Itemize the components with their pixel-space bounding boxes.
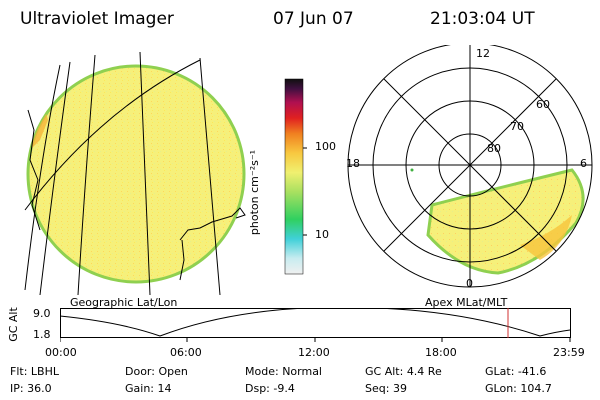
latitude-line (24, 59, 201, 211)
info-gain: Gain: 14 (125, 382, 172, 395)
xtick-1800: 18:00 (425, 346, 457, 359)
time-label: 21:03:04 UT (430, 9, 535, 29)
xtick-0000: 00:00 (45, 346, 77, 359)
info-filter: Flt: LBHL (10, 365, 59, 378)
instrument-title: Ultraviolet Imager (20, 9, 174, 29)
coastline-east (179, 207, 246, 241)
info-glat: GLat: -41.6 (485, 365, 547, 378)
longitude-grid (24, 51, 221, 295)
colorbar-tick-100: 100 (315, 140, 336, 153)
coastline-south (179, 239, 185, 281)
xtick-2359: 23:59 (553, 346, 585, 359)
lat-label-80: 80 (487, 142, 501, 155)
date-label: 07 Jun 07 (273, 9, 354, 29)
lat-label-60: 60 (536, 98, 550, 111)
colorbar-gradient (284, 78, 304, 275)
info-mode: Mode: Normal (245, 365, 322, 378)
gc-alt-curve (60, 308, 571, 337)
xtick-1200: 12:00 (298, 346, 330, 359)
coastline-west (27, 109, 41, 231)
geographic-panel-label: Geographic Lat/Lon (70, 296, 178, 309)
info-door: Door: Open (125, 365, 188, 378)
mlt-label-0: 0 (466, 277, 473, 290)
info-gc-alt: GC Alt: 4.4 Re (365, 365, 442, 378)
gc-alt-axis-label: GC Alt (6, 307, 20, 342)
info-dsp: Dsp: -9.4 (245, 382, 295, 395)
mlt-label-18: 18 (346, 157, 360, 170)
auroral-bright-region (520, 215, 572, 260)
colorbar (284, 78, 307, 275)
colorbar-unit-label: photon cm⁻²s⁻¹ (248, 149, 262, 236)
gc-alt-ymax: 9.0 (33, 307, 51, 320)
polar-grid (347, 45, 593, 288)
info-ip: IP: 36.0 (10, 382, 52, 395)
auroral-oval (426, 168, 585, 275)
info-seq: Seq: 39 (365, 382, 407, 395)
apex-panel-label: Apex MLat/MLT (425, 296, 508, 309)
lat-label-70: 70 (510, 120, 524, 133)
geographic-image-panel (24, 51, 246, 295)
gc-alt-plot (60, 308, 571, 342)
mlt-label-12: 12 (476, 47, 490, 60)
apex-polar-plot (347, 45, 593, 288)
info-glon: GLon: 104.7 (485, 382, 552, 395)
mlt-label-6: 6 (580, 157, 587, 170)
gc-alt-ymin: 1.8 (33, 328, 51, 341)
xtick-0600: 06:00 (170, 346, 202, 359)
colorbar-tick-10: 10 (315, 228, 329, 241)
